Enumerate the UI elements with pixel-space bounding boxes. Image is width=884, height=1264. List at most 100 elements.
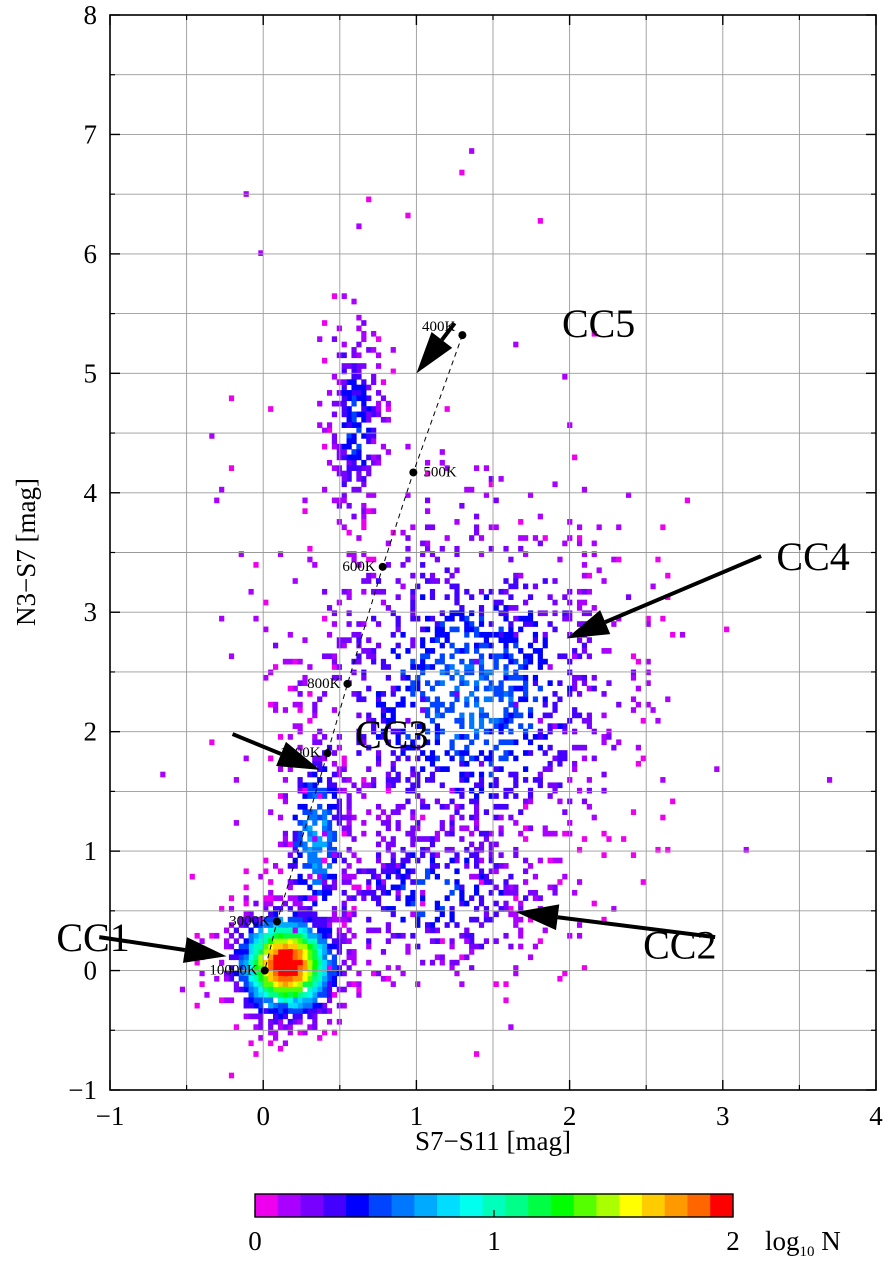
density-bin bbox=[469, 739, 475, 746]
density-bin bbox=[523, 535, 529, 541]
density-bin bbox=[537, 610, 543, 617]
density-bin bbox=[356, 373, 362, 380]
density-bin bbox=[405, 556, 411, 563]
density-bin bbox=[380, 443, 387, 450]
density-bin bbox=[405, 949, 411, 955]
density-bin bbox=[322, 879, 328, 885]
density-bin bbox=[513, 782, 519, 789]
density-bin bbox=[307, 771, 313, 778]
density-bin bbox=[322, 992, 328, 998]
density-bin bbox=[518, 519, 524, 525]
density-bin bbox=[635, 744, 641, 751]
density-bin bbox=[322, 938, 328, 944]
density-bin bbox=[513, 637, 519, 643]
density-bin bbox=[273, 1008, 279, 1014]
density-bin bbox=[356, 486, 362, 493]
density-bin bbox=[439, 959, 445, 966]
density-bin bbox=[322, 975, 328, 982]
density-bin bbox=[297, 916, 303, 923]
density-bin bbox=[263, 916, 269, 923]
density-bin bbox=[282, 949, 289, 955]
temperature-label: 800K bbox=[307, 676, 341, 692]
density-bin bbox=[434, 830, 440, 837]
density-bin bbox=[434, 916, 440, 923]
density-bin bbox=[322, 443, 328, 450]
density-bin bbox=[552, 884, 558, 891]
density-bin bbox=[562, 970, 568, 977]
density-bin bbox=[341, 454, 347, 461]
density-bin bbox=[405, 777, 411, 783]
density-bin bbox=[552, 481, 558, 488]
density-bin bbox=[356, 465, 362, 471]
density-bin bbox=[341, 825, 347, 832]
density-bin bbox=[292, 954, 298, 961]
density-bin bbox=[415, 723, 421, 729]
density-bin bbox=[322, 949, 328, 955]
density-bin bbox=[498, 723, 504, 729]
density-bin bbox=[307, 927, 313, 934]
density-bin bbox=[341, 900, 347, 907]
density-bin bbox=[410, 830, 416, 837]
density-bin bbox=[478, 642, 485, 649]
density-bin bbox=[233, 927, 239, 934]
density-bin bbox=[302, 637, 308, 643]
density-bin bbox=[326, 459, 333, 466]
density-bin bbox=[449, 583, 455, 590]
density-bin bbox=[312, 1008, 318, 1014]
y-tick-label: 7 bbox=[84, 119, 98, 149]
density-bin bbox=[253, 1002, 259, 1009]
density-bin bbox=[331, 814, 338, 821]
density-bin bbox=[537, 717, 543, 724]
density-bin bbox=[366, 717, 372, 724]
density-bin bbox=[331, 803, 338, 810]
density-bin bbox=[601, 648, 607, 654]
density-bin bbox=[449, 965, 455, 971]
density-bin bbox=[292, 938, 298, 944]
density-bin bbox=[488, 621, 494, 627]
density-bin bbox=[297, 954, 303, 961]
density-bin bbox=[380, 588, 387, 595]
density-bin bbox=[317, 986, 323, 993]
density-bin bbox=[258, 954, 264, 961]
density-bin bbox=[238, 965, 244, 971]
density-bin bbox=[449, 959, 455, 966]
density-bin bbox=[331, 911, 338, 918]
density-bin bbox=[273, 954, 279, 961]
density-bin bbox=[478, 717, 485, 724]
density-bin bbox=[586, 803, 592, 810]
density-bin bbox=[385, 906, 391, 912]
density-bin bbox=[405, 492, 411, 498]
density-bin bbox=[415, 916, 421, 923]
density-bin bbox=[356, 868, 362, 875]
density-bin bbox=[474, 873, 480, 880]
density-bin bbox=[434, 873, 440, 880]
density-bin bbox=[415, 836, 421, 842]
density-bin bbox=[400, 863, 406, 869]
density-bin bbox=[601, 771, 607, 778]
density-bin bbox=[336, 325, 342, 332]
density-bin bbox=[322, 1008, 328, 1014]
density-bin bbox=[429, 922, 436, 928]
density-bin bbox=[336, 766, 342, 772]
density-bin bbox=[302, 863, 308, 869]
density-bin bbox=[287, 631, 293, 638]
density-bin bbox=[459, 674, 465, 681]
density-bin bbox=[537, 857, 543, 864]
density-bin bbox=[513, 658, 519, 665]
density-bin bbox=[268, 992, 274, 998]
density-bin bbox=[474, 680, 480, 686]
density-bin bbox=[331, 433, 338, 439]
density-bin bbox=[542, 696, 548, 703]
density-bin bbox=[385, 820, 391, 826]
density-bin bbox=[454, 803, 460, 810]
density-bin bbox=[317, 857, 323, 864]
density-bin bbox=[527, 825, 534, 832]
density-bin bbox=[361, 433, 367, 439]
density-bin bbox=[277, 793, 284, 799]
density-bin bbox=[601, 578, 607, 584]
density-bin bbox=[371, 492, 377, 498]
density-bin bbox=[253, 932, 259, 939]
density-bin bbox=[268, 997, 274, 1004]
density-bin bbox=[317, 777, 323, 783]
density-bin bbox=[312, 830, 318, 837]
